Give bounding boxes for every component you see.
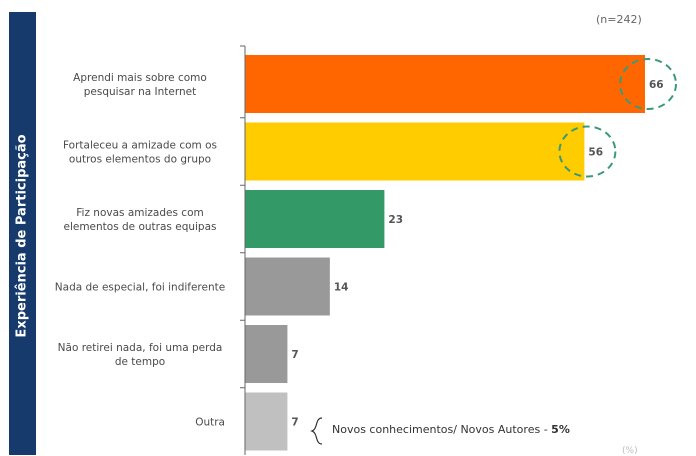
category-label-6: Outra (195, 417, 225, 429)
category-label-5: Não retirei nada, foi uma perda de tempo (58, 342, 223, 368)
category-label-2: Fortaleceu a amizade com os outros elemen… (63, 140, 217, 166)
note-brace (310, 417, 323, 445)
value-label-4: 14 (334, 282, 349, 294)
axis-layer (240, 45, 246, 455)
sample-size-label: (n=242) (596, 13, 642, 26)
axis-title-band (9, 12, 36, 455)
labels-layer: 66 Aprendi mais sobre como pesquisar na In… (55, 58, 677, 429)
bar-3 (245, 190, 385, 248)
bar-2 (245, 122, 585, 181)
other-note: Novos conhecimentos/ Novos Autores - 5% (332, 423, 570, 436)
unit-label: (%) (622, 446, 638, 456)
bar-6 (245, 392, 288, 451)
bar-4 (245, 257, 330, 316)
category-label-4: Nada de especial, foi indiferente (55, 282, 225, 294)
value-label-1: 66 (649, 79, 664, 91)
bars-layer (245, 55, 645, 451)
bar-1 (245, 55, 645, 113)
other-note-text: Novos conhecimentos/ Novos Autores - (332, 423, 552, 436)
value-label-5: 7 (291, 349, 298, 361)
value-label-6: 7 (291, 417, 298, 429)
bar-5 (245, 325, 288, 383)
value-label-2: 56 (588, 147, 603, 159)
category-label-1: Aprendi mais sobre como pesquisar na Inte… (73, 72, 207, 98)
category-label-3: Fiz novas amizades com elementos de outra… (63, 207, 216, 233)
value-label-3: 23 (388, 214, 403, 226)
highlight-circle-1 (619, 58, 677, 110)
highlight-circle-2 (558, 125, 617, 178)
other-note-value: 5% (551, 423, 570, 436)
